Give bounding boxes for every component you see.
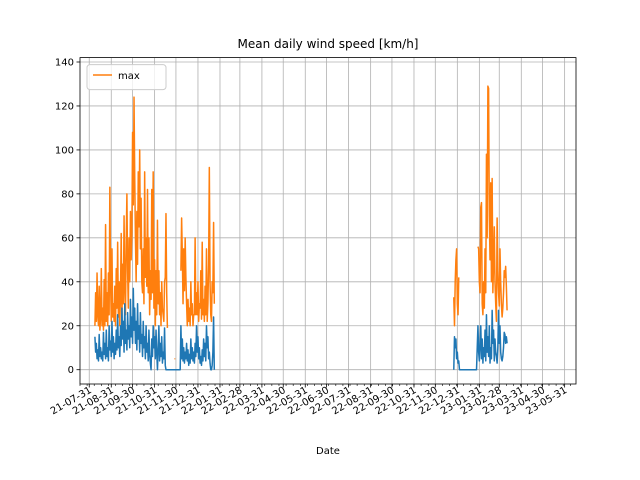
y-tick-label: 20 [61, 321, 74, 332]
series-max-line [477, 85, 508, 323]
series-2-line [94, 287, 216, 371]
y-tick-label: 0 [68, 365, 74, 376]
y-tick-label: 40 [61, 277, 74, 288]
legend: max [86, 64, 167, 91]
y-tick-label: 80 [61, 189, 74, 200]
axes-frame [79, 57, 577, 385]
series-max-line [180, 166, 216, 327]
series-layer [94, 85, 508, 371]
y-tick-label: 120 [55, 101, 74, 112]
y-tick-label: 140 [55, 58, 74, 69]
legend-box [86, 64, 167, 91]
y-tick-label: 100 [55, 145, 74, 156]
series-max-line [94, 96, 169, 331]
series-2-line [453, 309, 508, 371]
chart-title: Mean daily wind speed [km/h] [238, 37, 419, 51]
y-tick-label: 60 [61, 233, 74, 244]
series-max-line [453, 248, 460, 327]
x-axis-label: Date [316, 446, 340, 457]
y-axis: 0 20 40 60 80 100 120 140 [55, 58, 80, 376]
legend-label-max: max [118, 71, 140, 82]
